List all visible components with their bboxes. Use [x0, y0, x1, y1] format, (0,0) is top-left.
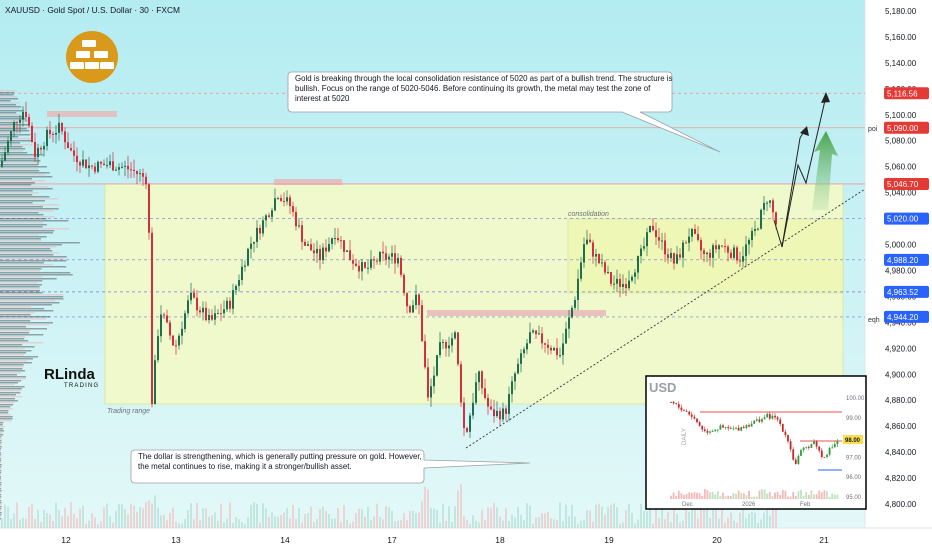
- gold-note-callout: [287, 71, 721, 153]
- level-tag-label: 4,944.20: [887, 313, 919, 322]
- price-level-tags: 5,116.56 5,090.00 5,046.70 5,020.00 4,988.20…: [884, 87, 929, 323]
- liquidity-highlight-1: [47, 111, 117, 117]
- time-tick-label: 18: [495, 535, 505, 545]
- price-tick-label: 5,000.00: [885, 241, 917, 250]
- level-tag: [884, 212, 929, 225]
- inset-x-tick-dec: Dec: [682, 502, 693, 508]
- volume-profile: [0, 90, 80, 520]
- price-tick-label: 5,180.00: [885, 7, 917, 16]
- price-tick-label: 5,060.00: [885, 163, 917, 172]
- svg-text:TRADING: TRADING: [64, 383, 99, 389]
- inset-y-tick: 100.00: [846, 396, 865, 402]
- inset-title: USD: [649, 380, 676, 395]
- time-axis[interactable]: 12 13 14 17 18 19 20 21: [61, 535, 829, 545]
- price-tick-label: 4,920.00: [885, 344, 917, 353]
- level-tag: [884, 121, 929, 134]
- level-tag: [884, 285, 929, 298]
- price-tick-label: 5,040.00: [885, 189, 917, 198]
- gold-bars-icon: [66, 31, 118, 83]
- liquidity-highlight-2: [274, 179, 342, 185]
- time-tick-label: 13: [171, 535, 181, 545]
- inset-x-tick-2026: 2026: [742, 502, 756, 508]
- level-tag-label: 4,988.20: [887, 256, 919, 265]
- level-tag-label: 5,116.56: [887, 89, 918, 98]
- level-tag-label: 5,046.70: [887, 180, 919, 189]
- inset-x-tick-feb: Feb: [800, 502, 811, 508]
- inset-current-tag: 98.00: [845, 438, 861, 444]
- time-axis-background: [0, 528, 932, 550]
- inset-y-tick: 97.00: [846, 455, 862, 461]
- price-tick-label: 5,100.00: [885, 111, 917, 120]
- level-tag-label: 4,963.52: [887, 288, 919, 297]
- level-tag-label: 5,020.00: [887, 215, 919, 224]
- level-tag: [884, 253, 929, 266]
- time-tick-label: 19: [604, 535, 614, 545]
- consolidation-label: consolidation: [568, 211, 609, 218]
- price-tick-label: 4,820.00: [885, 474, 917, 483]
- bullish-arrow: [812, 131, 838, 210]
- volume-bars: [1, 484, 777, 528]
- dollar-note-callout: [130, 449, 531, 484]
- price-tick-label: 4,860.00: [885, 422, 917, 431]
- level-tag-label: 5,090.00: [887, 124, 919, 133]
- inset-y-tick: 96.00: [846, 475, 862, 481]
- inset-side-label: DAILY: [682, 428, 688, 445]
- time-tick-label: 14: [280, 535, 290, 545]
- price-tick-label: 4,980.00: [885, 266, 917, 275]
- price-tick-label: 4,840.00: [885, 448, 917, 457]
- ascending-trendline: [465, 188, 865, 449]
- projection-path: [773, 95, 827, 248]
- time-tick-label: 17: [387, 535, 397, 545]
- gold-note-text: Gold is breaking through the local conso…: [295, 74, 673, 103]
- inset-y-tick: 95.00: [846, 495, 862, 501]
- eqh-label: eqh: [868, 317, 880, 324]
- time-tick-label: 20: [712, 535, 722, 545]
- poi-label: poi: [868, 126, 878, 133]
- level-tag: [884, 177, 929, 190]
- rlinda-trading-logo: RLinda TRADING: [44, 366, 99, 389]
- usd-inset-chart: USD DAILY 100.00 99.00 98.00 97.00 96.00 95.0…: [645, 375, 867, 510]
- time-tick-label: 12: [61, 535, 71, 545]
- price-tick-label: 4,800.00: [885, 500, 917, 509]
- level-tag: [884, 310, 929, 323]
- dollar-note-text: The dollar is strengthening, which is ge…: [138, 452, 422, 471]
- level-tag: [884, 87, 929, 100]
- trading-range-zone: [104, 183, 844, 405]
- price-tick-label: 5,160.00: [885, 33, 917, 42]
- price-tick-label: 4,900.00: [885, 370, 917, 379]
- price-tick-label: 5,080.00: [885, 137, 917, 146]
- price-tick-label: 5,140.00: [885, 59, 917, 68]
- time-tick-label: 21: [819, 535, 829, 545]
- inset-y-tick: 99.00: [846, 416, 862, 422]
- liquidity-highlight-3: [427, 310, 606, 316]
- candles: [1, 101, 777, 438]
- svg-text:RLinda: RLinda: [44, 366, 95, 383]
- price-tick-label: 4,880.00: [885, 396, 917, 405]
- chart-header-title: XAUUSD · Gold Spot / U.S. Dollar · 30 · …: [5, 5, 180, 15]
- trading-range-label: Trading range: [107, 408, 150, 415]
